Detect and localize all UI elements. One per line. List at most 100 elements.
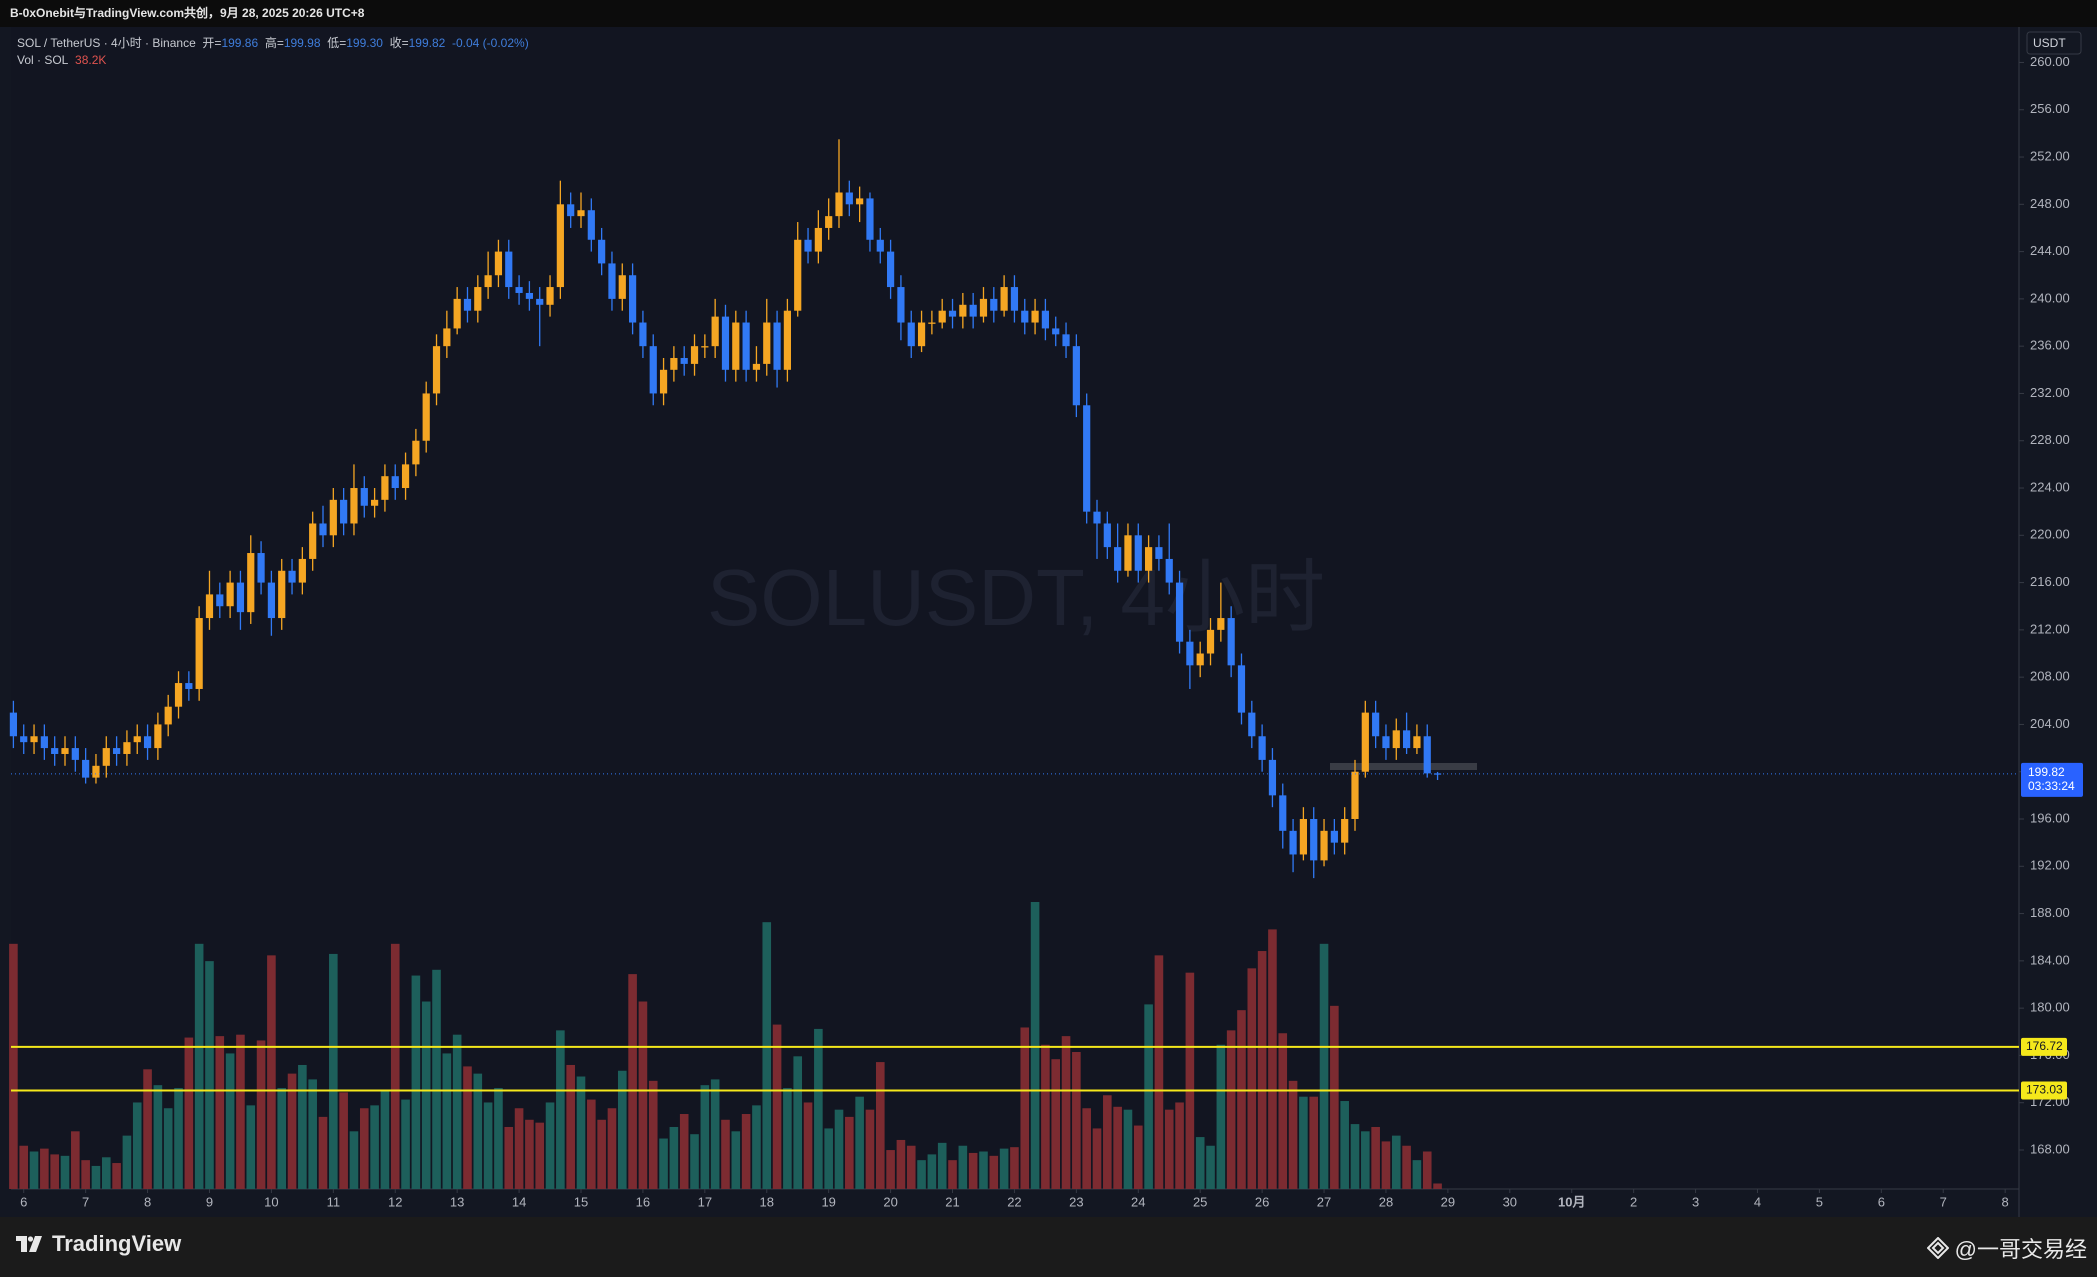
- candle-body: [1186, 641, 1194, 666]
- legend-low: 199.30: [346, 36, 383, 50]
- x-tick-label: 17: [698, 1194, 712, 1209]
- y-tick-label: 216.00: [2030, 574, 2070, 589]
- candle-body: [659, 369, 668, 394]
- volume-bar: [587, 1099, 596, 1189]
- y-tick-label: 180.00: [2030, 1000, 2070, 1015]
- candle-body: [732, 322, 740, 370]
- candle-body: [1072, 346, 1080, 406]
- tradingview-logo[interactable]: TradingView: [16, 1231, 181, 1257]
- candle-body: [267, 582, 275, 619]
- hline-label-box: [2021, 1037, 2067, 1056]
- volume-bar: [483, 1102, 493, 1189]
- legend-symbol: SOL / TetherUS · 4小时 · Binance: [17, 36, 196, 50]
- volume-bar: [1422, 1151, 1432, 1189]
- volume-bar: [370, 1105, 379, 1189]
- volume-bar: [1299, 1096, 1308, 1189]
- brand: @一哥交易经: [1926, 1232, 2087, 1264]
- series-layer: 168.00172.00176.00180.00184.00188.00192.…: [9, 54, 2083, 1209]
- volume-bar: [143, 1069, 152, 1189]
- volume-bar: [721, 1119, 730, 1189]
- volume-bar: [566, 1064, 575, 1189]
- volume-bar: [194, 943, 204, 1189]
- volume-bar: [607, 1108, 617, 1189]
- volume-bar: [535, 1122, 545, 1189]
- candle-body: [123, 742, 131, 754]
- candle-body: [577, 210, 585, 217]
- candle-body: [804, 239, 812, 252]
- volume-bar: [1072, 1051, 1081, 1189]
- header-bar: B-0xOnebit与TradingView.com共创，9月 28, 2025…: [0, 0, 2097, 27]
- hline-label: 173.03: [2026, 1083, 2063, 1097]
- candle-body: [40, 736, 48, 749]
- candle-body: [154, 724, 162, 749]
- volume-bar: [60, 1155, 70, 1189]
- volume-bar: [1309, 1096, 1319, 1189]
- volume-bar: [19, 1145, 29, 1189]
- candle-body: [979, 298, 988, 317]
- x-tick-label: 7: [82, 1194, 89, 1209]
- x-tick-label: 8: [2002, 1194, 2009, 1209]
- candle-body: [959, 304, 967, 317]
- x-tick-label: 19: [821, 1194, 835, 1209]
- candle-body: [1258, 736, 1266, 760]
- candle-body: [1227, 618, 1235, 666]
- volume-bar: [927, 1154, 937, 1189]
- candle-body: [298, 558, 306, 583]
- candle-body: [216, 594, 224, 607]
- volume-bar: [205, 961, 214, 1189]
- x-tick-label: 22: [1007, 1194, 1021, 1209]
- x-tick-label: 8: [144, 1194, 151, 1209]
- legend-low-label: 低=: [327, 36, 347, 50]
- volume-bar: [1154, 955, 1164, 1189]
- x-tick-label: 13: [450, 1194, 464, 1209]
- candle-body: [443, 328, 451, 347]
- volume-bar: [906, 1145, 916, 1189]
- x-tick-label: 26: [1255, 1194, 1269, 1209]
- candle-body: [690, 346, 699, 364]
- candle-body: [185, 683, 193, 689]
- x-tick-label: 4: [1754, 1194, 1761, 1209]
- candle-body: [257, 553, 265, 583]
- volume-bar: [1340, 1101, 1349, 1189]
- candle-body: [102, 748, 110, 766]
- volume-bar: [1371, 1126, 1380, 1189]
- candle-body: [742, 322, 750, 370]
- candle-body: [236, 582, 245, 613]
- volume-bar: [1257, 951, 1267, 1189]
- logo-text: TradingView: [52, 1231, 182, 1256]
- candle-body: [1413, 736, 1421, 749]
- volume-bar: [390, 943, 400, 1189]
- logo-icon: [16, 1236, 42, 1252]
- x-tick-label: 20: [883, 1194, 897, 1209]
- volume-bar: [81, 1160, 90, 1189]
- volume-bar: [741, 1114, 751, 1189]
- y-tick-label: 260.00: [2030, 54, 2070, 69]
- volume-bar: [669, 1126, 679, 1189]
- brand-icon: [1926, 1237, 1949, 1259]
- x-tick-label: 23: [1069, 1194, 1083, 1209]
- y-tick-label: 168.00: [2030, 1141, 2070, 1156]
- candle-body: [350, 488, 358, 524]
- candle-body: [773, 322, 781, 370]
- candle-body: [1392, 730, 1400, 749]
- volume-bar: [132, 1102, 142, 1189]
- y-tick-label: 236.00: [2030, 338, 2070, 353]
- currency[interactable]: USDT: [2033, 36, 2066, 50]
- volume-bar: [1175, 1102, 1184, 1189]
- candle-body: [1423, 736, 1431, 774]
- candle-body: [639, 322, 647, 347]
- volume-bar: [1278, 1033, 1288, 1189]
- volume-bar: [958, 1145, 968, 1189]
- x-tick-label: 30: [1503, 1194, 1517, 1209]
- volume-bar: [731, 1131, 741, 1189]
- candle-body: [835, 192, 843, 217]
- y-tick-label: 232.00: [2030, 385, 2070, 400]
- volume-bar: [1020, 1027, 1030, 1189]
- candle-body: [546, 287, 554, 305]
- volume-bar: [215, 1036, 225, 1189]
- volume-bar: [824, 1128, 833, 1189]
- volume-bar: [153, 1085, 163, 1189]
- volume-bar: [1041, 1044, 1050, 1189]
- x-tick-label: 15: [574, 1194, 588, 1209]
- candle-body: [432, 346, 441, 394]
